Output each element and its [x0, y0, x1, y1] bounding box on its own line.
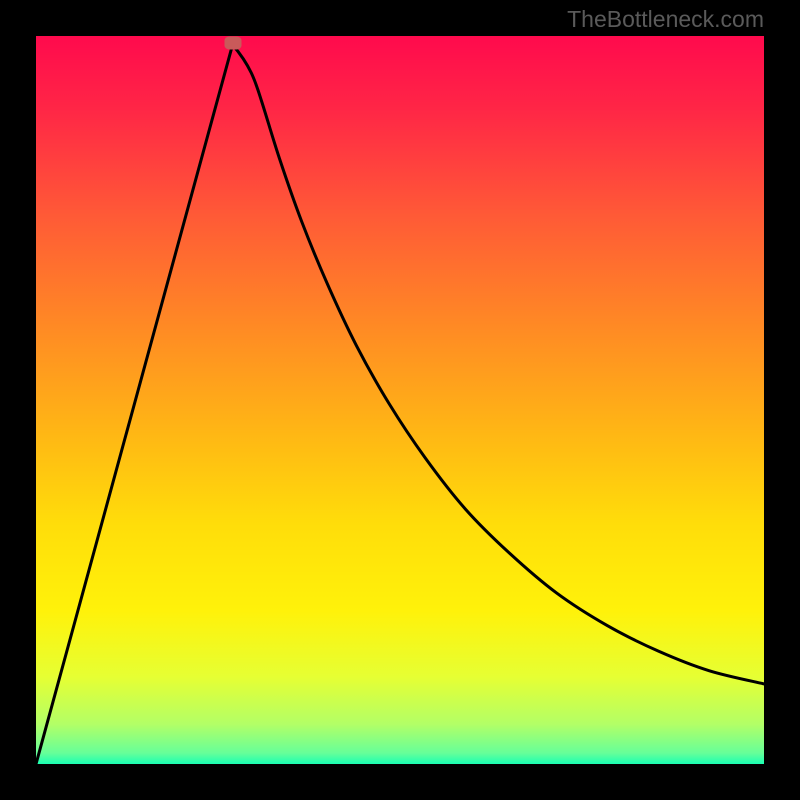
watermark-text: TheBottleneck.com — [567, 6, 764, 33]
optimal-marker — [224, 37, 241, 50]
chart-stage: TheBottleneck.com — [0, 0, 800, 800]
gradient-background — [36, 36, 764, 764]
plot-area — [36, 36, 764, 764]
